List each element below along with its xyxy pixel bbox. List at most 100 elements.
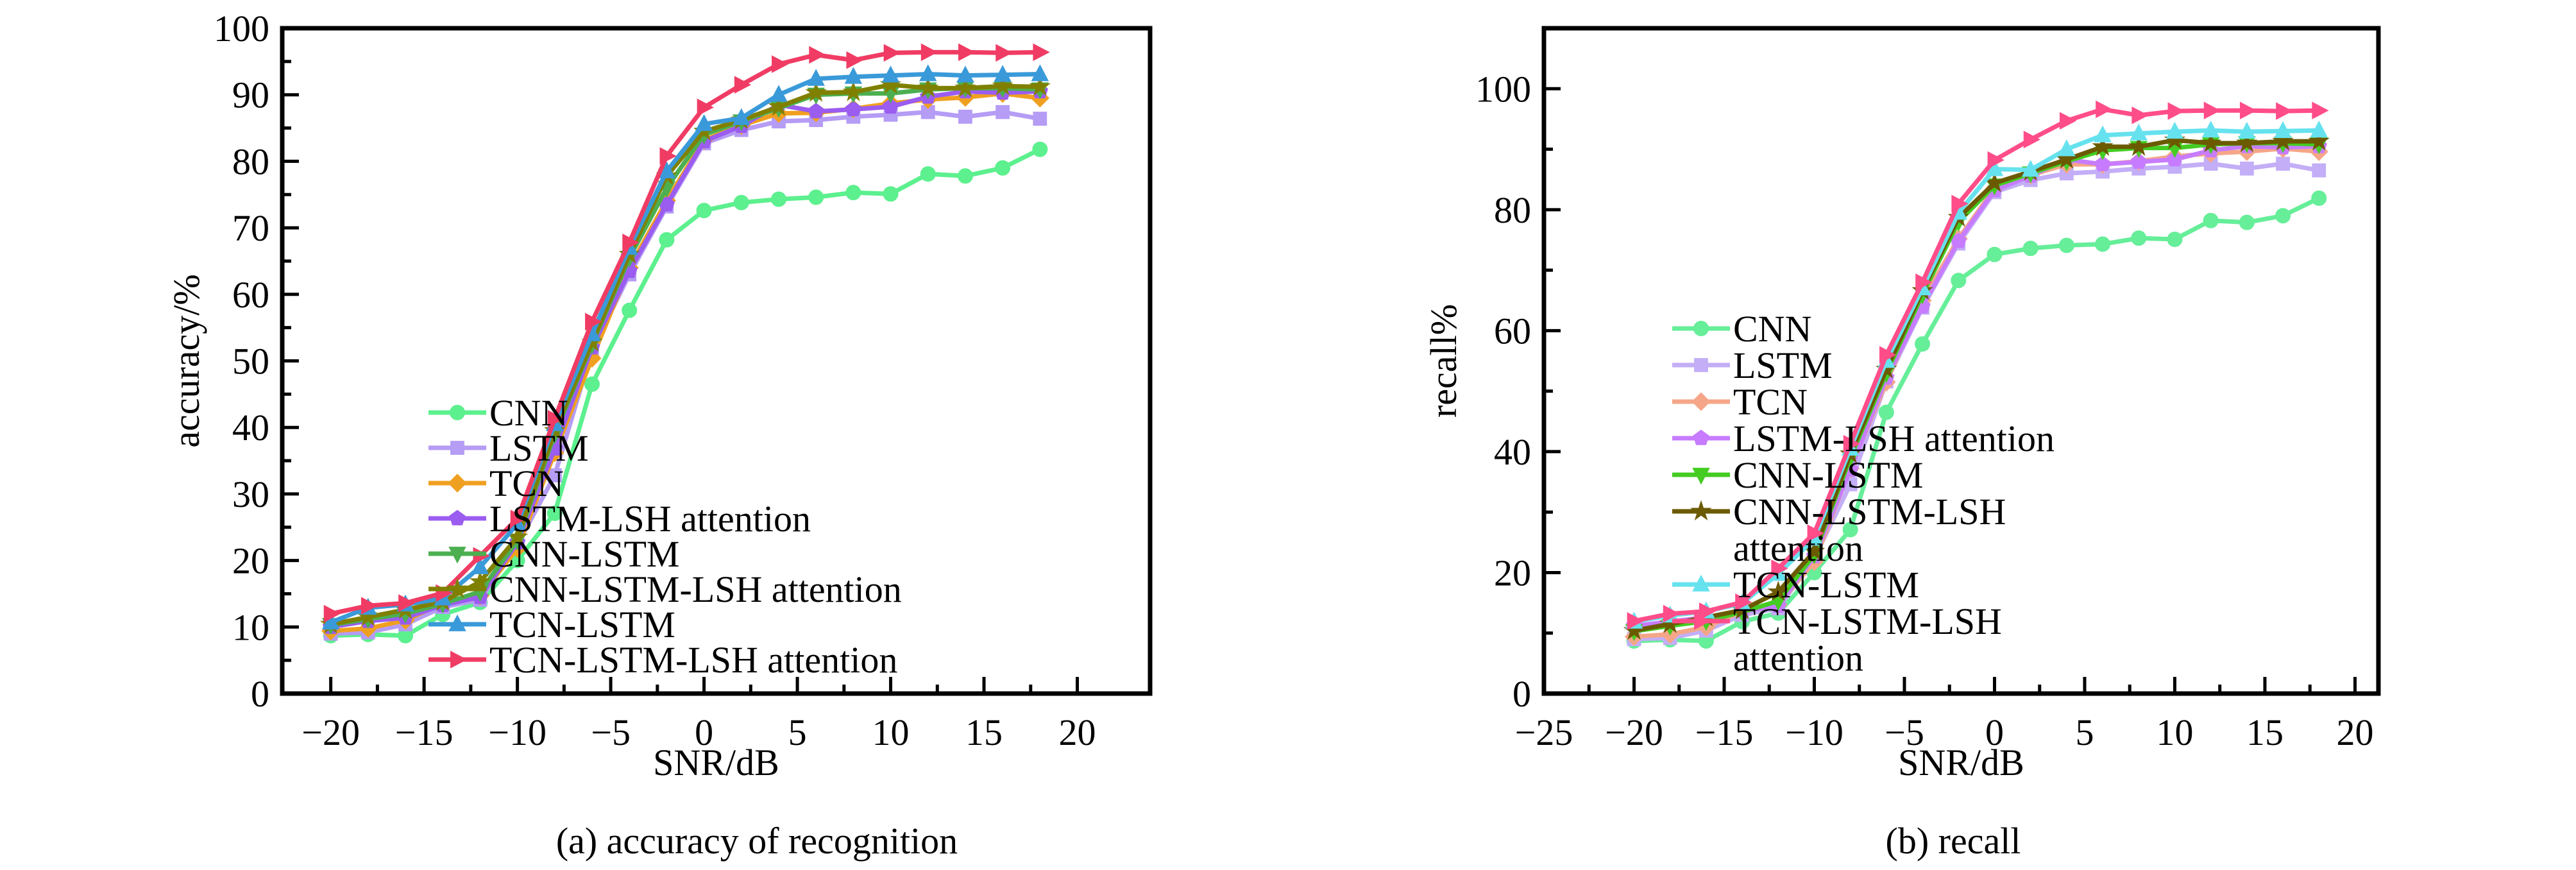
marker-star: [842, 81, 865, 101]
y-tick-label: 20: [1494, 552, 1531, 593]
marker-star: [2092, 135, 2114, 156]
marker-square: [996, 105, 1010, 119]
chart-caption: (b) recall: [1886, 820, 2021, 862]
x-tick-label: 15: [2246, 712, 2284, 753]
marker-triangle-up: [471, 557, 489, 574]
marker-triangle-right: [2023, 130, 2041, 149]
series-cnn: [323, 141, 1048, 644]
marker-triangle-right: [450, 651, 468, 669]
marker-circle: [2095, 236, 2111, 252]
marker-star: [2056, 148, 2078, 169]
legend-label-line: attention: [1733, 527, 1863, 569]
y-tick-label: 60: [1494, 310, 1531, 352]
x-tick-label: −15: [1695, 712, 1754, 753]
marker-pentagon: [2166, 151, 2183, 167]
marker-triangle-right: [958, 43, 976, 62]
marker-circle: [1951, 273, 1967, 289]
legend-item: TCN-LSTM-LSH attention: [428, 639, 897, 681]
legend-label: TCN-LSTM: [1733, 564, 1919, 606]
marker-star: [2200, 132, 2222, 153]
legend-label: CNN-LSTM: [489, 533, 679, 575]
chart-0: −20 −15 −10 −5 0 5 10 15 20 0 10 20 30 40 50 60 70 80 90 10…: [165, 8, 1153, 862]
marker-triangle-right: [2312, 101, 2329, 119]
marker-star: [1767, 581, 1789, 601]
marker-circle: [1987, 246, 2003, 262]
marker-star: [768, 95, 790, 116]
marker-triangle-up: [1692, 574, 1710, 592]
legend-label: TCN-LSTM-LSH attention: [489, 639, 897, 681]
marker-triangle-up: [770, 85, 788, 102]
y-tick-label: 90: [232, 74, 269, 116]
marker-square: [2276, 157, 2290, 171]
series-cnn-lstm-lsh-attention: [1623, 128, 2330, 640]
marker-triangle-right: [1627, 612, 1644, 630]
x-axis-label: SNR/dB: [1898, 742, 2024, 783]
legend-item: TCN-LSTM: [428, 604, 675, 645]
marker-triangle-right: [1915, 273, 1933, 291]
legend-label-line: TCN-LSTM-LSH: [1733, 601, 2002, 642]
marker-triangle-up: [448, 614, 466, 631]
marker-pentagon: [2130, 153, 2147, 169]
legend-label-line: CNN-LSTM-LSH: [1733, 491, 2006, 533]
marker-square: [1694, 358, 1708, 372]
marker-circle: [2203, 212, 2219, 228]
marker-triangle-up: [2021, 160, 2040, 177]
marker-circle: [1878, 404, 1894, 420]
marker-triangle-right: [1699, 602, 1716, 620]
legend-item: LSTM-LSH attention: [428, 498, 811, 540]
marker-square: [958, 110, 972, 124]
marker-circle: [845, 185, 861, 201]
marker-star: [2236, 132, 2258, 153]
legend-label: LSTM-LSH attention: [489, 498, 811, 540]
y-tick-label: 0: [1513, 673, 1531, 715]
marker-pentagon: [808, 103, 824, 119]
marker-triangle-right: [585, 312, 602, 331]
marker-circle: [1915, 336, 1931, 352]
x-tick-label: −20: [1605, 712, 1663, 753]
series-tcn-lstm: [321, 64, 1049, 629]
marker-triangle-right: [547, 409, 565, 428]
legend-item: TCN-LSTM-LSH attention: [1672, 601, 2002, 679]
marker-star: [1803, 540, 1826, 561]
marker-square: [1033, 112, 1047, 126]
marker-triangle-up: [2165, 121, 2184, 139]
marker-triangle-up: [844, 67, 863, 84]
x-tick-label: −5: [591, 712, 631, 753]
marker-triangle-right: [809, 46, 826, 64]
marker-triangle-up: [2238, 121, 2256, 139]
marker-triangle-up: [733, 108, 750, 125]
series-lstm-lsh-attention: [1625, 137, 2327, 633]
x-tick-label: −25: [1515, 712, 1573, 753]
marker-circle: [957, 168, 973, 184]
legend-item: CNN-LSTM-LSH attention: [1672, 491, 2006, 569]
marker-circle: [2131, 230, 2147, 246]
marker-circle: [696, 203, 712, 219]
marker-triangle-up: [2274, 121, 2292, 139]
marker-star: [805, 81, 827, 102]
series-tcn-lstm-lsh-attention: [1627, 100, 2329, 630]
y-tick-label: 80: [232, 141, 269, 182]
marker-triangle-up: [2310, 120, 2328, 138]
x-tick-label: −5: [1885, 712, 1924, 753]
x-tick-label: 5: [788, 712, 807, 753]
y-tick-label: 60: [232, 274, 269, 316]
marker-triangle-right: [1879, 346, 1897, 364]
marker-triangle-right: [1735, 593, 1752, 611]
series-tcn: [321, 84, 1049, 641]
marker-diamond: [1691, 392, 1711, 411]
series-lstm: [323, 105, 1047, 641]
series-cnn-lstm: [321, 81, 1049, 635]
legend-item: TCN: [1672, 381, 1808, 423]
legend-label: LSTM: [1733, 345, 1833, 386]
marker-triangle-up: [881, 65, 900, 83]
legend-label: CNN-LSTM-LSH attention: [1733, 491, 2006, 569]
x-tick-label: −15: [395, 712, 453, 753]
x-tick-label: 5: [2075, 712, 2094, 753]
series-lstm: [1627, 157, 2326, 647]
marker-triangle-up: [994, 65, 1012, 82]
marker-circle: [995, 160, 1011, 176]
marker-triangle-down: [448, 547, 466, 564]
legend-item: LSTM: [428, 427, 589, 469]
marker-triangle-right: [510, 509, 527, 528]
